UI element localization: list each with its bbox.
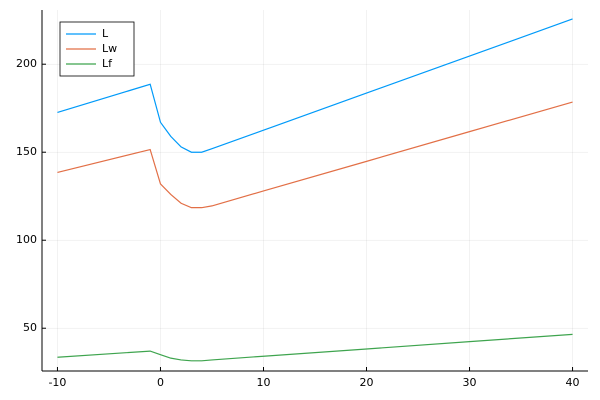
x-tick-label: -10 <box>48 376 66 389</box>
legend-label: Lf <box>102 57 113 70</box>
series-line <box>57 333 573 362</box>
series-line <box>57 101 573 209</box>
y-tick-label: 100 <box>16 233 37 246</box>
y-tick-label: 200 <box>16 57 37 70</box>
x-tick-label: 20 <box>360 376 374 389</box>
x-tick-label: 40 <box>566 376 580 389</box>
series-line <box>57 18 573 153</box>
y-tick-label: 50 <box>23 321 37 334</box>
legend-label: L <box>102 27 109 40</box>
x-tick-label: 30 <box>463 376 477 389</box>
x-tick-label: 10 <box>256 376 270 389</box>
y-tick-label: 150 <box>16 145 37 158</box>
legend-label: Lw <box>102 42 117 55</box>
x-tick-label: 0 <box>157 376 164 389</box>
